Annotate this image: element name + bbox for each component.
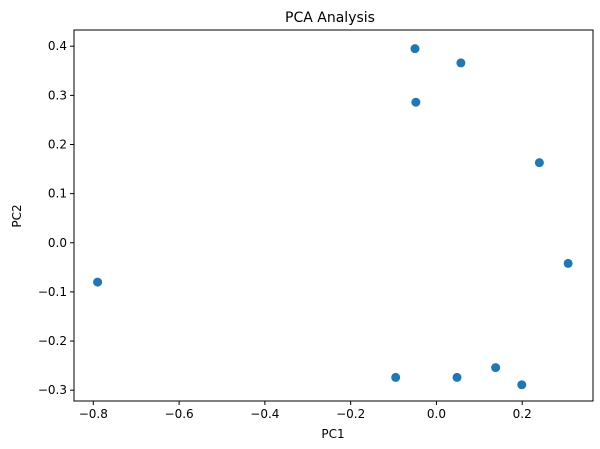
data-point — [491, 363, 501, 373]
y-tick-label: 0.1 — [48, 187, 67, 201]
y-axis-ticks: −0.3 −0.2 −0.1 0.0 0.1 0.2 0.3 0.4 — [38, 39, 74, 397]
y-tick-label: −0.2 — [38, 334, 67, 348]
x-tick-label: −0.2 — [336, 407, 365, 421]
y-tick-label: 0.0 — [48, 236, 67, 250]
x-tick-label: 0.2 — [513, 407, 532, 421]
y-axis-label: PC2 — [10, 204, 24, 227]
data-point — [517, 380, 527, 390]
y-tick-label: 0.3 — [48, 88, 67, 102]
y-tick-label: 0.4 — [48, 39, 67, 53]
chart-title: PCA Analysis — [285, 10, 375, 26]
plot-area — [73, 29, 594, 402]
data-point — [411, 97, 421, 107]
y-tick-label: −0.3 — [38, 383, 67, 397]
x-tick-label: 0.0 — [427, 407, 446, 421]
data-points — [93, 44, 573, 390]
plot-frame — [73, 29, 594, 402]
x-axis-label: PC1 — [321, 427, 344, 441]
y-tick-label: 0.2 — [48, 137, 67, 151]
x-tick-label: −0.4 — [250, 407, 279, 421]
data-point — [391, 372, 401, 382]
data-point — [410, 44, 420, 54]
y-tick-label: −0.1 — [38, 285, 67, 299]
data-point — [93, 277, 103, 287]
x-axis-ticks: −0.8 −0.6 −0.4 −0.2 0.0 0.2 — [79, 401, 532, 421]
x-tick-label: −0.8 — [79, 407, 108, 421]
data-point — [563, 258, 573, 268]
data-point — [452, 372, 462, 382]
x-tick-label: −0.6 — [165, 407, 194, 421]
data-point — [456, 58, 466, 68]
data-point — [534, 158, 544, 168]
